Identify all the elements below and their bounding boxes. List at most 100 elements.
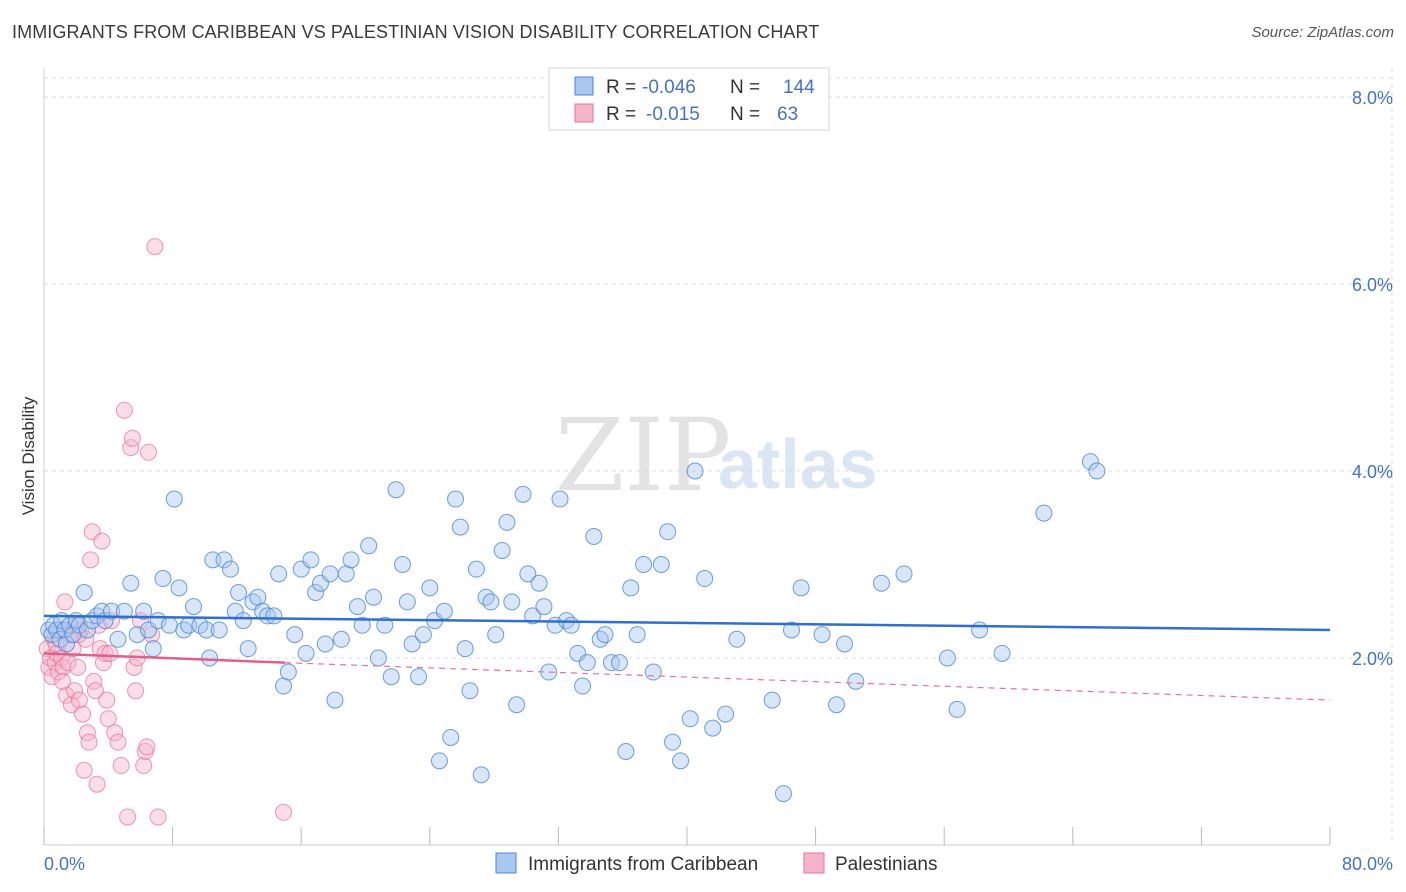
- caribbean-point-55: [297, 644, 315, 662]
- legend-r-label-1: R =: [606, 77, 636, 98]
- caribbean-point-50: [270, 565, 288, 583]
- caribbean-point-72: [387, 481, 405, 499]
- bottom-legend-label-caribbean: Immigrants from Caribbean: [528, 854, 758, 875]
- palestinian-point-37: [98, 691, 116, 709]
- palestinian-trend-line: [43, 652, 286, 664]
- caribbean-point-82: [442, 728, 460, 746]
- watermark-atlas: atlas: [718, 425, 878, 503]
- x-tick-label-1: 80.0%: [1342, 854, 1393, 874]
- caribbean-point-136: [847, 672, 865, 690]
- caribbean-point-140: [948, 700, 966, 718]
- caribbean-point-111: [596, 626, 614, 644]
- caribbean-point-49: [265, 607, 283, 625]
- caribbean-point-95: [508, 696, 526, 714]
- caribbean-point-100: [535, 598, 553, 616]
- caribbean-point-131: [782, 621, 800, 639]
- caribbean-point-123: [681, 710, 699, 728]
- y-axis-label: Vision Disability: [19, 396, 38, 515]
- caribbean-point-40: [221, 560, 239, 578]
- caribbean-point-99: [530, 574, 548, 592]
- y-tick-label-2: 6.0%: [1352, 275, 1393, 295]
- caribbean-point-109: [585, 527, 603, 545]
- caribbean-point-67: [360, 537, 378, 555]
- palestinian-point-36: [96, 644, 114, 662]
- caribbean-point-93: [498, 513, 516, 531]
- palestinian-point-58: [53, 672, 71, 690]
- legend-n-label-1: N =: [730, 77, 760, 98]
- caribbean-point-122: [672, 752, 690, 770]
- caribbean-point-36: [201, 649, 219, 667]
- caribbean-point-142: [993, 644, 1011, 662]
- x-tick-label-0: 0.0%: [44, 854, 85, 874]
- caribbean-point-80: [430, 752, 448, 770]
- caribbean-point-133: [813, 626, 831, 644]
- palestinian-point-57: [149, 808, 167, 826]
- caribbean-point-57: [307, 584, 325, 602]
- caribbean-point-70: [376, 616, 394, 634]
- caribbean-point-143: [1035, 504, 1053, 522]
- caribbean-point-48: [258, 607, 276, 625]
- caribbean-point-83: [447, 490, 465, 508]
- caribbean-point-85: [456, 640, 474, 658]
- caribbean-point-21: [122, 574, 140, 592]
- caribbean-point-27: [154, 570, 172, 588]
- caribbean-point-25: [144, 640, 162, 658]
- caribbean-point-19: [109, 630, 127, 648]
- caribbean-point-89: [477, 588, 495, 606]
- palestinian-point-42: [112, 757, 130, 775]
- palestinian-point-53: [138, 738, 156, 756]
- caribbean-point-127: [717, 705, 735, 723]
- bottom-legend-swatch-palestinian: [803, 852, 825, 874]
- caribbean-point-12: [75, 584, 93, 602]
- axes: [43, 68, 1331, 846]
- caribbean-point-71: [382, 668, 400, 686]
- palestinian-point-15: [62, 696, 80, 714]
- caribbean-point-81: [435, 602, 453, 620]
- palestinian-point-43: [115, 401, 133, 419]
- palestinian-point-19: [69, 658, 87, 676]
- palestinian-point-60: [70, 626, 88, 644]
- caribbean-point-125: [696, 570, 714, 588]
- palestinian-point-26: [80, 733, 98, 751]
- caribbean-point-117: [635, 556, 653, 573]
- caribbean-point-33: [184, 598, 202, 616]
- caribbean-point-87: [467, 560, 485, 578]
- caribbean-point-73: [393, 556, 411, 573]
- caribbean-point-115: [622, 579, 640, 597]
- caribbean-point-18: [103, 602, 121, 620]
- caribbean-point-119: [652, 556, 670, 573]
- legend-r-value-1: -0.046: [642, 77, 696, 98]
- caribbean-point-84: [451, 518, 469, 536]
- caribbean-point-59: [316, 635, 334, 653]
- caribbean-point-22: [128, 626, 146, 644]
- caribbean-point-90: [482, 593, 500, 611]
- trend-lines: [43, 614, 1331, 701]
- caribbean-point-13: [78, 621, 96, 639]
- legend-n-value-1: 144: [783, 77, 815, 98]
- palestinian-point-61: [275, 803, 293, 821]
- caribbean-point-94: [503, 593, 521, 611]
- legend-r-label-2: R =: [606, 104, 636, 125]
- caribbean-point-98: [524, 607, 542, 625]
- caribbean-point-139: [938, 649, 956, 667]
- caribbean-point-64: [342, 551, 360, 569]
- caribbean-point-44: [239, 640, 257, 658]
- palestinian-trend-extension: [285, 662, 1331, 701]
- caribbean-point-76: [410, 668, 428, 686]
- palestinian-point-17: [66, 682, 84, 700]
- caribbean-point-91: [487, 626, 505, 644]
- palestinian-point-10: [54, 658, 72, 676]
- caribbean-point-92: [493, 541, 511, 559]
- y-tick-label-1: 4.0%: [1352, 462, 1393, 482]
- caribbean-trend-line: [43, 614, 1331, 632]
- caribbean-point-88: [472, 766, 490, 784]
- caribbean-point-103: [551, 490, 569, 508]
- caribbean-point-68: [365, 588, 383, 606]
- caribbean-point-7: [58, 635, 76, 653]
- bottom-legend-swatch-caribbean: [495, 852, 517, 874]
- palestinian-point-62: [101, 644, 119, 662]
- caribbean-point-129: [763, 691, 781, 709]
- caribbean-point-110: [591, 630, 609, 648]
- palestinian-point-51: [135, 757, 153, 775]
